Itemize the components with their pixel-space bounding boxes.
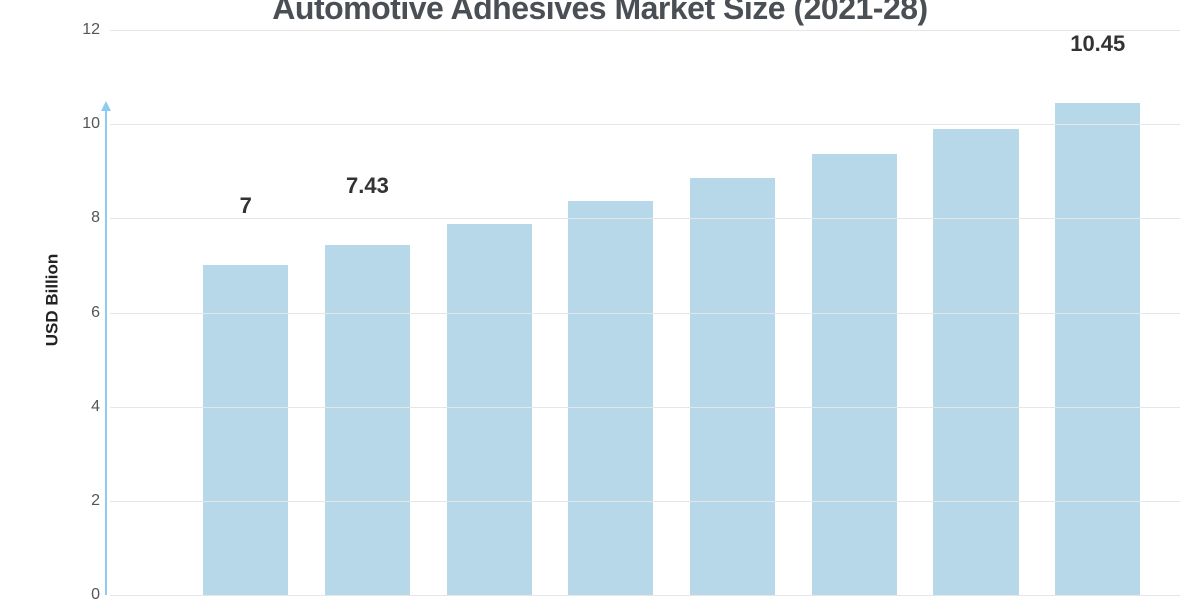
chart-container: Automotive Adhesives Market Size (2021-2… [0, 0, 1200, 600]
y-tick-label: 2 [70, 492, 100, 510]
y-tick-label: 8 [70, 209, 100, 227]
bar-value-label: 10.45 [1070, 31, 1125, 67]
bar [690, 178, 775, 595]
bar-value-label: 7 [240, 193, 252, 229]
grid-line [110, 30, 1180, 31]
y-axis-arrow [105, 109, 107, 595]
plot-area: 77.4310.45 024681012 [110, 30, 1180, 595]
y-tick-label: 0 [70, 586, 100, 600]
bar-value-label: 7.43 [346, 173, 389, 209]
bar [325, 245, 410, 595]
grid-line [110, 124, 1180, 125]
y-tick-label: 4 [70, 398, 100, 416]
bar [568, 201, 653, 595]
y-tick-label: 6 [70, 304, 100, 322]
chart-title: Automotive Adhesives Market Size (2021-2… [0, 0, 1200, 27]
grid-line [110, 313, 1180, 314]
bar [1055, 103, 1140, 595]
bar [812, 154, 897, 595]
grid-line [110, 501, 1180, 502]
bar [447, 224, 532, 595]
y-axis-label: USD Billion [42, 254, 62, 347]
bar [933, 129, 1018, 595]
grid-line [110, 218, 1180, 219]
bar [203, 265, 288, 595]
y-tick-label: 12 [70, 21, 100, 39]
grid-line [110, 595, 1180, 596]
grid-line [110, 407, 1180, 408]
y-tick-label: 10 [70, 115, 100, 133]
